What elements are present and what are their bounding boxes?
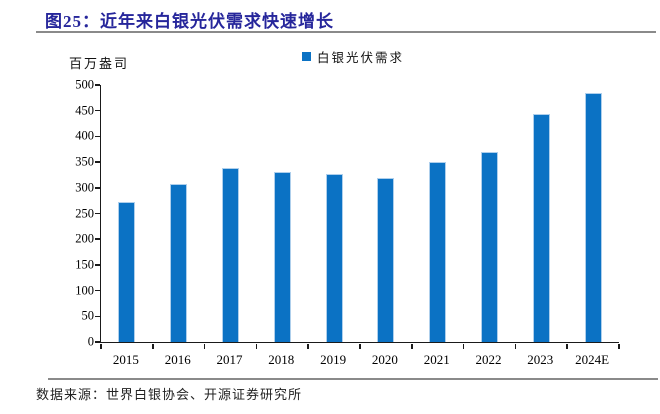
x-axis-tick [618, 344, 620, 349]
x-axis-tick-label: 2024E [575, 352, 610, 367]
y-axis-tick-label: 500 [75, 77, 94, 92]
legend-series-label: 白银光伏需求 [317, 51, 405, 65]
bar-2023 [532, 113, 550, 342]
y-axis-tick [95, 315, 100, 318]
y-axis-tick [95, 84, 100, 86]
y-axis-tick [95, 264, 100, 266]
y-axis-tick [95, 135, 100, 138]
y-axis-tick-label: 200 [75, 231, 94, 246]
x-axis-tick-label: 2015 [112, 352, 139, 367]
x-axis-tick [152, 344, 154, 349]
x-axis-tick-label: 2019 [320, 352, 347, 367]
y-axis-tick-label: 450 [75, 103, 94, 118]
bar-2021 [429, 162, 447, 342]
bar-2015 [118, 201, 136, 342]
x-axis-tick-label: 2020 [371, 352, 398, 367]
bar-2016 [170, 183, 188, 342]
y-axis-tick-label: 150 [75, 257, 94, 272]
bar-chart-plot-area [95, 84, 620, 349]
y-axis-tick-label: 100 [75, 283, 94, 298]
data-source-note: 数据来源：世界白银协会、开源证券研究所 [36, 387, 303, 402]
x-axis-tick [359, 344, 361, 349]
footer-divider-line [48, 378, 658, 380]
x-axis-tick-label: 2023 [527, 352, 554, 367]
title-divider-line [36, 31, 656, 33]
y-axis-tick [95, 341, 100, 343]
chart-legend: 白银光伏需求 [302, 47, 404, 66]
x-axis-tick [255, 344, 258, 349]
figure-title: 图25：近年来白银光伏需求快速增长 [45, 12, 334, 31]
y-axis-tick-label: 300 [75, 180, 94, 195]
bar-2020 [377, 177, 395, 342]
x-axis-tick-label: 2017 [216, 352, 243, 367]
x-axis-tick [566, 344, 568, 349]
x-axis-tick [203, 344, 206, 349]
y-axis-unit-label: 百万盎司 [69, 56, 130, 71]
x-axis-tick [307, 344, 309, 349]
x-axis-tick-label: 2021 [423, 352, 450, 367]
bar-2022 [481, 151, 498, 342]
y-axis-tick [95, 187, 100, 189]
bar-2024E [584, 93, 602, 342]
x-axis-tick [411, 344, 413, 349]
y-axis-tick-label: 350 [75, 154, 94, 169]
bar-2018 [273, 172, 291, 342]
x-axis-tick [514, 344, 517, 349]
x-axis-tick [462, 344, 465, 349]
y-axis-tick-label: 250 [75, 206, 94, 220]
y-axis-tick [95, 289, 100, 292]
x-axis-tick-label: 2018 [268, 352, 295, 367]
y-axis-tick-label: 400 [75, 128, 94, 143]
y-axis-tick [95, 212, 100, 215]
bar-2017 [222, 168, 239, 342]
x-axis-tick-label: 2016 [164, 352, 191, 367]
x-axis-tick [100, 344, 102, 349]
y-axis-tick [95, 238, 100, 240]
x-axis-tick-label: 2022 [475, 352, 502, 367]
y-axis-tick [95, 109, 100, 112]
y-axis-tick-label: 50 [81, 308, 95, 323]
y-axis-tick [95, 161, 100, 163]
bar-2019 [325, 174, 343, 342]
y-axis-tick-label: 0 [87, 334, 94, 349]
legend-swatch-icon [302, 52, 311, 61]
